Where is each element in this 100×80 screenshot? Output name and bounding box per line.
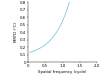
Y-axis label: MRTD (°C): MRTD (°C) xyxy=(14,22,18,42)
X-axis label: Spatial frequency (cycle): Spatial frequency (cycle) xyxy=(38,70,87,74)
